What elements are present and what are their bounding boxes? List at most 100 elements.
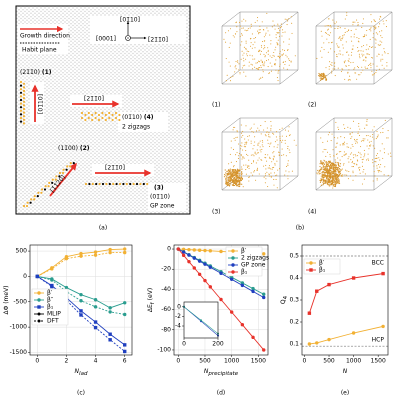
id: (2) bbox=[80, 145, 90, 152]
solute-atom bbox=[277, 144, 279, 146]
solute-atom bbox=[285, 54, 287, 56]
solute-atom bbox=[266, 160, 268, 162]
atom bbox=[22, 122, 26, 125]
solute-atom bbox=[363, 169, 365, 171]
plane: (01̄10) bbox=[122, 114, 142, 121]
solute-atom bbox=[279, 29, 281, 31]
cluster-atom bbox=[328, 179, 330, 181]
solute-atom bbox=[291, 170, 293, 172]
solute-atom bbox=[326, 32, 328, 34]
solute-atom bbox=[242, 156, 244, 158]
cluster-atom bbox=[322, 184, 324, 186]
solute-atom bbox=[275, 37, 277, 39]
data-point bbox=[208, 265, 213, 269]
solute-atom bbox=[373, 126, 375, 128]
cluster-atom bbox=[321, 168, 323, 170]
solute-atom bbox=[272, 54, 274, 56]
solute-atom bbox=[337, 27, 339, 30]
solute-atom bbox=[377, 169, 379, 171]
solute-atom bbox=[241, 34, 243, 36]
solute-atom bbox=[347, 126, 349, 128]
y-axis-label: Q4 bbox=[280, 295, 289, 304]
cluster-atom bbox=[335, 182, 337, 184]
id: (1) bbox=[42, 69, 52, 76]
solute-atom bbox=[245, 20, 247, 22]
solute-atom bbox=[323, 148, 325, 150]
solute-atom bbox=[287, 178, 289, 180]
solute-atom bbox=[291, 32, 293, 34]
solute-atom bbox=[233, 166, 235, 168]
solute-atom bbox=[352, 154, 354, 156]
solute-atom bbox=[371, 21, 373, 23]
solute-atom bbox=[372, 162, 374, 164]
cluster-atom bbox=[228, 177, 230, 179]
cluster-atom bbox=[322, 169, 325, 171]
cluster-atom bbox=[230, 181, 232, 183]
solute-atom bbox=[356, 142, 358, 144]
solute-atom bbox=[382, 157, 384, 159]
cluster-atom bbox=[225, 179, 227, 181]
solute-atom bbox=[247, 135, 249, 137]
solute-atom bbox=[248, 61, 250, 63]
solute-atom bbox=[239, 25, 241, 27]
solute-atom bbox=[278, 69, 280, 71]
cube-edge bbox=[315, 117, 335, 133]
solute-atom bbox=[248, 165, 250, 167]
atom bbox=[115, 182, 118, 186]
solute-atom bbox=[267, 142, 269, 144]
cluster-atom bbox=[233, 182, 235, 184]
cluster-atom bbox=[325, 169, 327, 171]
solute-atom bbox=[358, 167, 360, 169]
data-point bbox=[229, 277, 234, 282]
solute-atom bbox=[356, 164, 358, 166]
solute-atom bbox=[335, 121, 337, 123]
solute-atom bbox=[338, 36, 340, 38]
solute-atom bbox=[343, 151, 345, 153]
solute-atom bbox=[274, 64, 276, 66]
solute-atom bbox=[319, 50, 322, 52]
atom bbox=[88, 182, 91, 186]
solute-atom bbox=[265, 175, 267, 177]
solute-atom bbox=[386, 137, 388, 139]
solute-atom bbox=[258, 67, 260, 69]
data-point bbox=[64, 285, 69, 290]
solute-atom bbox=[360, 156, 362, 158]
solute-atom bbox=[356, 36, 358, 39]
solute-atom bbox=[266, 131, 268, 133]
solute-atom bbox=[260, 151, 262, 153]
cluster-atom bbox=[325, 171, 327, 174]
solute-atom bbox=[347, 79, 349, 81]
solute-atom bbox=[261, 46, 263, 48]
solute-atom bbox=[367, 64, 370, 66]
solute-atom bbox=[273, 146, 275, 148]
solute-atom bbox=[375, 161, 377, 163]
atom bbox=[97, 118, 101, 122]
solute-atom bbox=[375, 26, 377, 28]
solute-atom bbox=[237, 60, 239, 62]
legend-label: β′ bbox=[319, 260, 325, 267]
solute-atom bbox=[235, 154, 237, 156]
solute-atom bbox=[277, 44, 279, 46]
solute-atom bbox=[253, 123, 255, 125]
atom bbox=[66, 165, 69, 168]
solute-atom bbox=[265, 164, 267, 166]
solute-atom bbox=[254, 47, 256, 49]
solute-atom bbox=[367, 67, 369, 69]
solute-atom bbox=[380, 163, 382, 166]
data-point bbox=[123, 301, 127, 305]
solute-atom bbox=[235, 65, 237, 67]
solute-atom bbox=[260, 66, 262, 68]
panel-caption: (c) bbox=[77, 390, 85, 397]
solute-atom bbox=[264, 56, 266, 58]
solute-atom bbox=[344, 154, 346, 156]
cluster-atom bbox=[332, 170, 334, 172]
solute-atom bbox=[270, 172, 272, 174]
solute-atom bbox=[340, 136, 342, 138]
cluster-atom bbox=[320, 167, 322, 169]
cluster-atom bbox=[232, 171, 234, 173]
solute-atom bbox=[339, 50, 341, 52]
cluster-atom bbox=[317, 171, 320, 173]
solute-atom bbox=[290, 60, 292, 62]
solute-atom bbox=[259, 29, 261, 31]
solute-atom bbox=[383, 23, 385, 25]
